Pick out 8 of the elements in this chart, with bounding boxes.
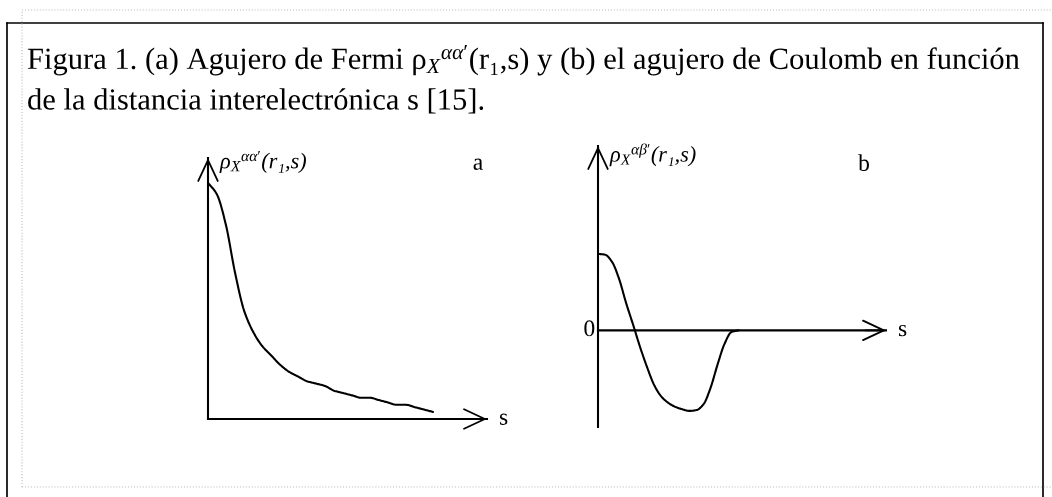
y-axis-title: ρ$_{X}$$^{αβ′}$(r₁,s) [609, 143, 696, 167]
x-axis-title: s [898, 324, 907, 337]
chart-title: a [473, 158, 483, 170]
text: Figura 1. (a) Agujero de Fermi ρ$_{X}$$^{αα′}$(r₁,s) y (b) el agujero de Coulomb en función de la distancia interelectrónica s [15]. [27, 45, 1020, 114]
chart-title: b [858, 154, 869, 171]
text: 0 [584, 320, 595, 337]
y-axis-title: ρ$_{X}$$^{αα′}$(r₁,s) [219, 150, 306, 173]
x-axis-title: s [499, 413, 508, 425]
